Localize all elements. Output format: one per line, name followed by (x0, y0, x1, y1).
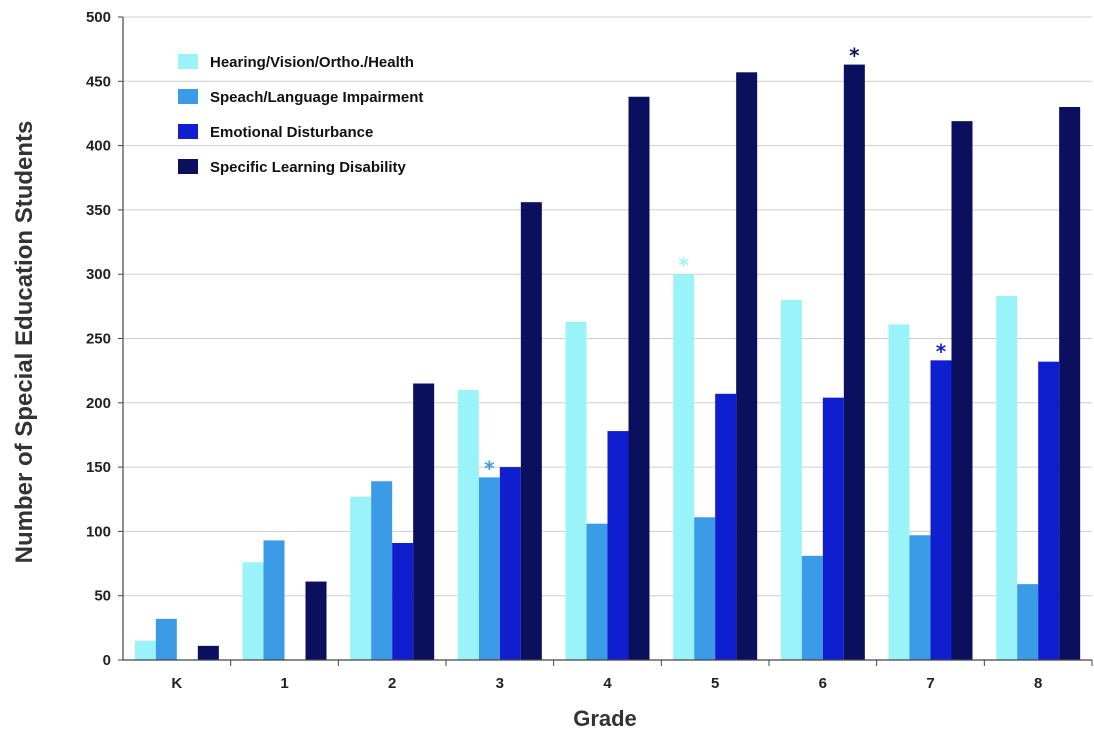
annotation-star: * (849, 44, 860, 68)
bar-K-series-4 (197, 645, 219, 660)
legend-swatch (178, 124, 198, 139)
bar-6-series-1 (780, 299, 802, 660)
y-tick-label: 50 (94, 588, 111, 605)
bar-7-series-1 (888, 324, 910, 660)
y-tick-label: 200 (86, 395, 111, 412)
gridlines (123, 16, 1092, 597)
legend-label: Emotional Disturbance (210, 124, 373, 141)
x-tick-label: 8 (1034, 675, 1042, 692)
x-tick-label: 4 (603, 675, 612, 692)
annotation-star: * (936, 339, 947, 363)
bar-6-series-2 (801, 555, 823, 660)
y-tick-label: 350 (86, 202, 111, 219)
bar-2-series-1 (350, 496, 372, 660)
bar-5-series-3 (715, 393, 737, 660)
y-tick-label: 250 (86, 331, 111, 348)
bar-6-series-4 (843, 64, 865, 660)
bar-4-series-2 (586, 523, 608, 660)
bar-4-series-4 (628, 96, 650, 661)
y-axis-title: Number of Special Education Students (11, 121, 38, 564)
bar-2-series-3 (392, 542, 414, 660)
bar-8-series-1 (996, 296, 1018, 660)
annotation-star: * (678, 253, 689, 277)
annotation-star: * (484, 456, 495, 480)
bar-3-series-4 (520, 202, 542, 660)
annotations: * * * * (484, 44, 947, 481)
x-tick-label: 5 (711, 675, 719, 692)
y-tick-label: 150 (86, 459, 111, 476)
legend-label: Speach/Language Impairment (210, 89, 423, 106)
bar-2-series-4 (413, 383, 435, 660)
x-tick-label: 1 (280, 675, 288, 692)
bar-8-series-2 (1017, 584, 1039, 660)
bar-4-series-1 (565, 321, 587, 660)
bar-K-series-2 (155, 618, 177, 660)
y-tick-label: 400 (86, 138, 111, 155)
legend-label: Hearing/Vision/Ortho./Health (210, 54, 414, 71)
bar-2-series-2 (371, 481, 393, 660)
bar-3-series-1 (457, 389, 479, 660)
bar-1-series-1 (242, 562, 264, 660)
bar-7-series-4 (951, 121, 973, 660)
bar-5-series-1 (673, 274, 695, 660)
y-tick-label: 300 (86, 266, 111, 283)
legend: Hearing/Vision/Ortho./Health Speach/Langu… (178, 54, 423, 176)
bar-1-series-4 (305, 581, 327, 660)
bar-7-series-2 (909, 535, 931, 660)
bar-8-series-3 (1038, 361, 1060, 660)
x-axis-title: Grade (573, 706, 637, 730)
x-tick-label: 7 (926, 675, 934, 692)
bar-5-series-2 (694, 517, 716, 660)
legend-swatch (178, 159, 198, 174)
bar-4-series-3 (607, 431, 629, 660)
legend-label: Specific Learning Disability (210, 159, 407, 176)
legend-swatch (178, 89, 198, 104)
bar-3-series-2 (478, 477, 500, 660)
y-tick-label: 100 (86, 523, 111, 540)
x-tick-label: K (171, 675, 182, 692)
x-tick-labels: K 1 2 3 4 5 6 7 8 (171, 660, 1093, 692)
bar-K-series-1 (134, 640, 156, 660)
y-tick-label: 0 (103, 652, 111, 669)
x-tick-label: 3 (496, 675, 504, 692)
bar-1-series-2 (263, 540, 285, 660)
bar-8-series-4 (1059, 107, 1081, 660)
y-tick-label: 500 (86, 9, 111, 26)
y-tick-label: 450 (86, 73, 111, 90)
bar-3-series-3 (499, 467, 521, 660)
x-tick-label: 2 (388, 675, 396, 692)
legend-swatch (178, 54, 198, 69)
x-tick-label: 6 (819, 675, 827, 692)
bar-5-series-4 (736, 72, 758, 661)
bar-7-series-3 (930, 360, 952, 660)
bars (134, 64, 1081, 661)
y-tick-labels: 0 50 100 150 200 250 300 350 400 450 500 (86, 9, 123, 669)
bar-6-series-3 (822, 397, 844, 660)
